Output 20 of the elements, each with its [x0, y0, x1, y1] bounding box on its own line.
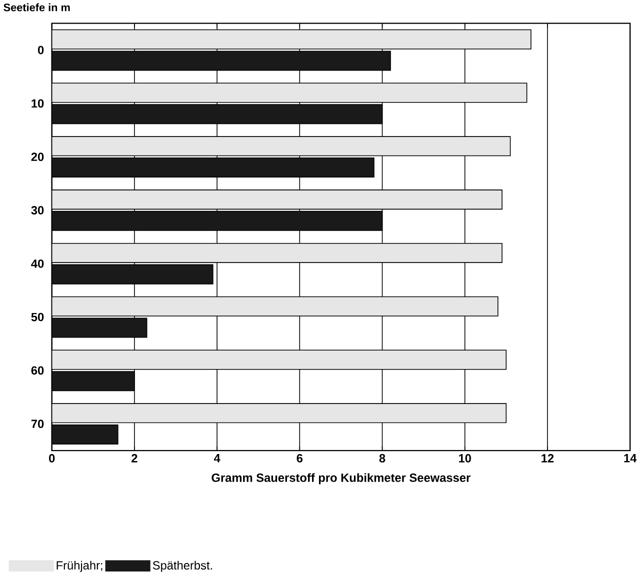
x-tick-label: 8 [379, 454, 386, 462]
x-tick-label: 14 [624, 454, 637, 462]
y-tick-label: 10 [32, 99, 44, 108]
x-tick-label: 4 [214, 454, 220, 462]
y-tick-label: 0 [38, 46, 44, 54]
x-tick-label: 0 [49, 454, 55, 462]
x-tick-label: 10 [459, 454, 471, 462]
x-tick-label: 6 [296, 454, 303, 462]
y-tick-label: 50 [31, 312, 44, 322]
y-tick-label: 40 [31, 259, 44, 268]
y-tick-label: 20 [31, 152, 44, 162]
x-tick-label: 12 [542, 454, 554, 462]
legend-label: Frühjahr; [56, 560, 102, 572]
y-tick-label: 70 [31, 420, 44, 428]
x-axis-title: Gramm Sauerstoff pro Kubikmeter Seewasser [212, 473, 470, 484]
y-tick-label: 60 [31, 366, 44, 375]
x-tick-label: 2 [132, 454, 138, 462]
y-axis-title: Seetiefe in m [4, 3, 70, 12]
legend-label: Spätherbst. [152, 560, 212, 572]
y-tick-label: 30 [31, 206, 44, 215]
